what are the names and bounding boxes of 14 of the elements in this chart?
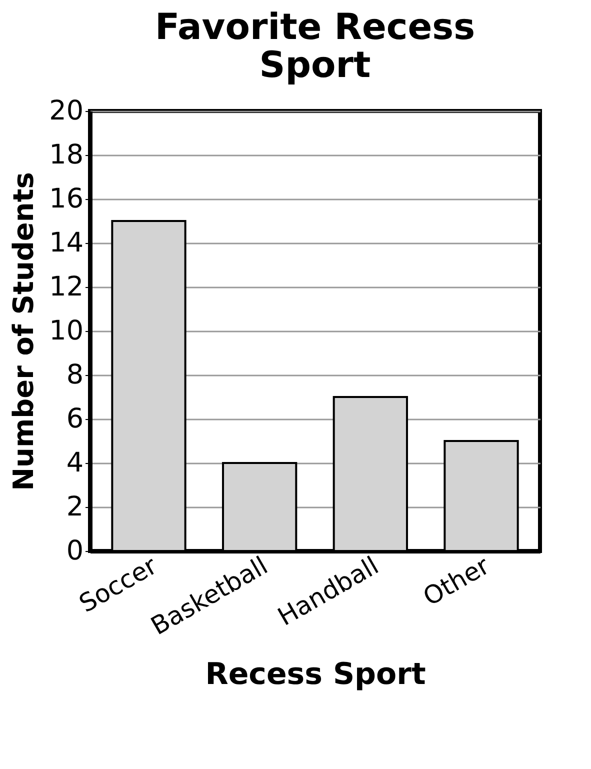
y-tick-label: 10	[49, 316, 84, 346]
x-axis-title: Recess Sport	[205, 656, 426, 692]
y-tick-label: 6	[66, 404, 84, 434]
y-tick-label: 12	[49, 272, 84, 302]
y-axis-title: Number of Students	[7, 172, 40, 491]
y-tick-label: 20	[49, 96, 84, 126]
y-tick-label: 2	[66, 492, 84, 522]
y-tick-label: 4	[66, 448, 84, 478]
y-tick-label: 18	[49, 140, 84, 170]
y-tick-label: 0	[66, 536, 84, 566]
y-tick-label: 14	[49, 228, 84, 258]
chart-title: Favorite Recess Sport	[155, 7, 475, 86]
y-tick-label: 8	[66, 360, 84, 390]
y-tick-label: 16	[49, 184, 84, 214]
